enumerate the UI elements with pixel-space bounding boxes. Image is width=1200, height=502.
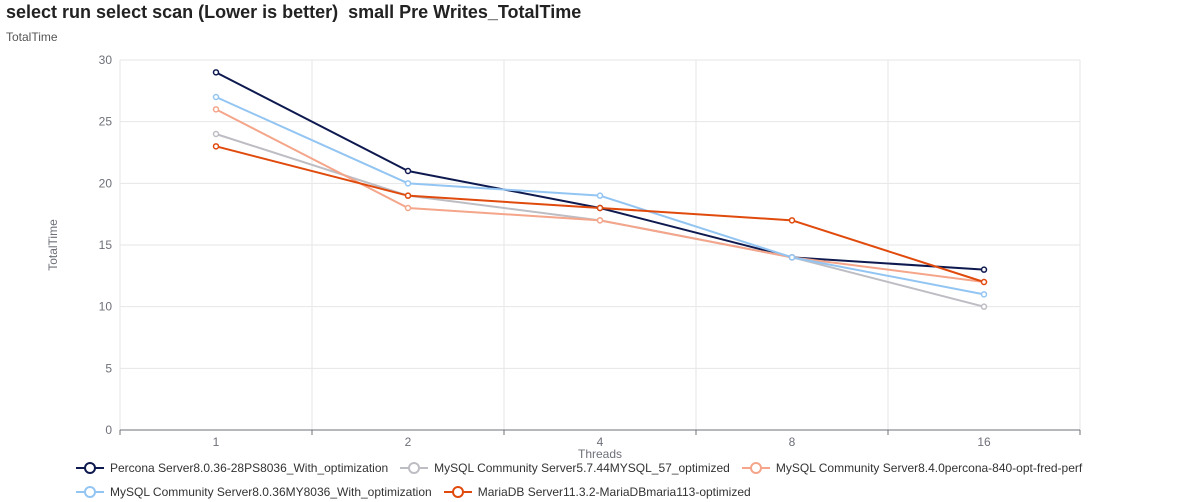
chart-title: select run select scan (Lower is better)… — [6, 2, 582, 22]
legend-label: MariaDB Server11.3.2-MariaDBmaria113-opt… — [477, 485, 751, 499]
legend: Percona Server8.0.36-28PS8036_With_optim… — [76, 458, 1186, 502]
legend-item[interactable]: MariaDB Server11.3.2-MariaDBmaria113-opt… — [443, 482, 751, 502]
data-point[interactable] — [788, 254, 796, 261]
y-tick-label: 5 — [105, 361, 112, 375]
data-point[interactable] — [596, 204, 604, 212]
legend-line-marker-icon — [76, 462, 104, 474]
x-tick-label: 4 — [597, 435, 604, 449]
x-tick-label: 2 — [405, 435, 412, 449]
legend-label: MySQL Community Server8.0.36MY8036_With_… — [110, 485, 432, 499]
data-point[interactable] — [212, 93, 220, 101]
data-point[interactable] — [404, 192, 412, 199]
legend-line-marker-icon — [76, 486, 104, 498]
x-tick-label: 1 — [213, 435, 220, 449]
y-tick-label: 0 — [105, 423, 112, 437]
legend-line-marker-icon — [741, 462, 770, 474]
x-tick-label: 16 — [977, 435, 991, 449]
axes: 0 5 10 15 20 25 30 1 2 4 8 16 — [99, 53, 1081, 449]
y-tick-label: 20 — [99, 176, 113, 190]
data-point[interactable] — [596, 217, 604, 224]
y-tick-label: 25 — [99, 115, 113, 129]
data-point[interactable] — [980, 266, 988, 273]
legend-label: MySQL Community Server5.7.44MYSQL_57_opt… — [434, 461, 730, 475]
data-point[interactable] — [980, 303, 988, 310]
y-tick-label: 10 — [99, 300, 113, 314]
data-point[interactable] — [788, 217, 796, 224]
data-point[interactable] — [212, 130, 220, 138]
data-point[interactable] — [596, 192, 604, 199]
grid-lines — [119, 59, 1081, 430]
y-tick-label: 15 — [99, 238, 113, 252]
legend-label: MySQL Community Server8.4.0percona-840-o… — [775, 461, 1083, 475]
line-chart: 0 5 10 15 20 25 30 1 2 4 8 16 Threads TotalTime — [46, 53, 1081, 460]
data-point[interactable] — [404, 180, 412, 187]
y-axis-label: TotalTime — [46, 219, 60, 271]
x-axis-label: Threads — [578, 447, 622, 460]
series-lines — [212, 69, 988, 310]
legend-item[interactable]: MySQL Community Server5.7.44MYSQL_57_opt… — [400, 458, 730, 478]
data-point[interactable] — [980, 291, 988, 298]
legend-label: Percona Server8.0.36-28PS8036_With_optim… — [110, 461, 389, 475]
x-tick-label: 8 — [789, 435, 796, 449]
chart-subtitle: TotalTime — [6, 30, 58, 44]
data-point[interactable] — [212, 69, 220, 76]
legend-item[interactable]: Percona Server8.0.36-28PS8036_With_optim… — [76, 458, 388, 478]
data-point[interactable] — [404, 204, 412, 212]
y-tick-label: 30 — [99, 53, 113, 67]
legend-item[interactable]: MySQL Community Server8.0.36MY8036_With_… — [76, 482, 432, 502]
data-point[interactable] — [212, 106, 220, 113]
data-point[interactable] — [980, 278, 988, 286]
legend-line-marker-icon — [400, 462, 429, 474]
legend-item[interactable]: MySQL Community Server8.4.0percona-840-o… — [741, 458, 1083, 478]
data-point[interactable] — [212, 143, 220, 150]
legend-line-marker-icon — [443, 486, 472, 498]
data-point[interactable] — [404, 167, 412, 175]
